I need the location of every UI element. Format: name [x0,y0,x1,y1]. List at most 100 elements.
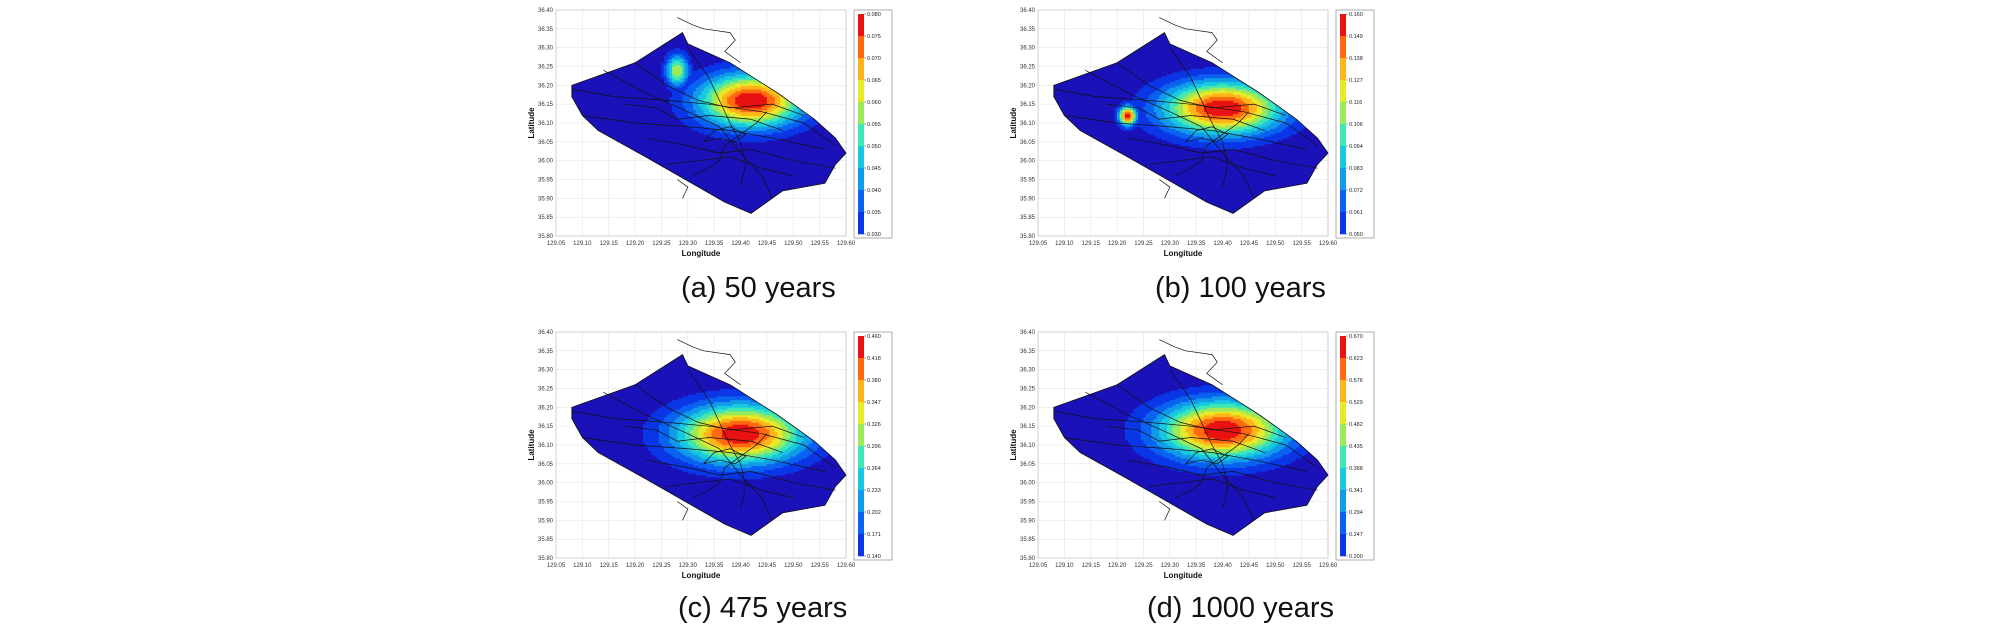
y-tick-label: 36.25 [538,65,554,71]
colorbar-swatch [1340,168,1346,191]
colorbar-label: 0.264 [867,466,881,472]
colorbar-swatch [1340,190,1346,213]
x-tick-label: 129.20 [626,563,645,569]
y-tick-label: 36.40 [538,330,554,336]
y-tick-label: 36.25 [1020,65,1036,71]
colorbar-swatch [858,190,864,213]
y-tick-label: 36.40 [538,8,554,14]
colorbar-label: 0.050 [867,144,881,150]
x-tick-label: 129.50 [1266,563,1285,569]
colorbar-label: 0.106 [1349,122,1363,128]
colorbar-swatch [1340,402,1346,425]
colorbar-swatch [858,14,864,37]
colorbar-label: 0.072 [1349,188,1363,194]
y-tick-label: 36.30 [538,46,554,52]
colorbar-swatch [858,124,864,147]
y-tick-label: 36.35 [1020,27,1036,33]
x-tick-label: 129.15 [600,563,619,569]
x-axis-label: Longitude [1164,571,1203,580]
x-tick-label: 129.20 [1108,241,1127,247]
colorbar-swatch [1340,336,1346,359]
colorbar-label: 0.127 [1349,78,1363,84]
colorbar-swatch [858,380,864,403]
colorbar-label: 0.060 [867,100,881,106]
colorbar-label: 0.061 [1349,210,1363,216]
x-tick-label: 129.25 [1134,563,1153,569]
colorbar-label: 0.247 [1349,532,1363,538]
colorbar-label: 0.030 [867,232,881,238]
y-tick-label: 36.15 [538,424,554,430]
y-tick-label: 35.95 [1020,178,1036,184]
caption-50-years: (a) 50 years [681,272,836,305]
y-tick-label: 35.90 [1020,196,1036,202]
y-tick-label: 36.25 [538,387,554,393]
hazard-map-1000-years: 129.05 129.10 129.15 129.20 129.25 129.30 129.… [1009,330,1375,580]
hazard-field [571,32,847,214]
y-tick-label: 35.80 [538,556,554,562]
x-tick-label: 129.05 [547,563,566,569]
y-tick-label: 36.15 [1020,424,1036,430]
x-axis-label: Longitude [682,249,721,258]
x-tick-label: 129.60 [1319,563,1338,569]
x-tick-label: 129.55 [1292,241,1311,247]
y-tick-label: 36.10 [1020,121,1036,127]
y-tick-label: 35.85 [1020,537,1036,543]
colorbar-label: 0.296 [867,444,881,450]
x-tick-label: 129.40 [731,563,750,569]
colorbar-swatch [858,146,864,169]
colorbar-label: 0.075 [867,34,881,40]
x-tick-label: 129.05 [547,241,566,247]
y-tick-label: 36.20 [538,405,554,411]
x-tick-label: 129.15 [600,241,619,247]
boundary-lines [571,339,847,536]
colorbar-label: 0.418 [867,356,881,362]
y-tick-label: 36.35 [1020,349,1036,355]
colorbar-label: 0.140 [867,554,881,560]
colorbar-label: 0.065 [867,78,881,84]
colorbar-label: 0.149 [1349,34,1363,40]
x-tick-label: 129.50 [784,241,803,247]
x-tick-label: 129.55 [810,241,829,247]
colorbar-swatch [1340,512,1346,535]
caption-1000-years: (d) 1000 years [1147,592,1334,625]
x-tick-label: 129.55 [1292,563,1311,569]
x-tick-label: 129.10 [573,241,592,247]
x-tick-label: 129.60 [837,241,856,247]
colorbar-label: 0.460 [867,334,881,340]
colorbar-label: 0.138 [1349,56,1363,62]
y-tick-label: 36.05 [538,140,554,146]
y-tick-label: 36.10 [1020,443,1036,449]
colorbar-swatch [858,512,864,535]
y-tick-label: 35.90 [1020,518,1036,524]
colorbar-label: 0.482 [1349,422,1363,428]
colorbar-swatch [1340,380,1346,403]
y-tick-label: 36.00 [1020,159,1036,165]
x-tick-label: 129.45 [1240,563,1259,569]
x-tick-label: 129.10 [1055,563,1074,569]
hazard-field [571,354,847,536]
colorbar-label: 0.094 [1349,144,1363,150]
y-tick-label: 36.15 [538,102,554,108]
y-tick-label: 36.00 [538,159,554,165]
x-tick-label: 129.30 [679,563,698,569]
hazard-map-475-years: 129.05 129.10 129.15 129.20 129.25 129.30 129.… [527,330,893,580]
y-tick-label: 35.80 [538,234,554,240]
x-tick-label: 129.30 [1161,241,1180,247]
x-tick-label: 129.40 [1213,563,1232,569]
y-tick-label: 36.20 [1020,83,1036,89]
colorbar-label: 0.529 [1349,400,1363,406]
colorbar-swatch [1340,58,1346,81]
colorbar: 0.670 0.623 0.576 0.529 0.482 0.435 0.388 0.341… [1335,331,1375,561]
x-tick-label: 129.45 [1240,241,1259,247]
y-tick-label: 35.95 [538,178,554,184]
y-tick-label: 36.00 [1020,481,1036,487]
colorbar-swatch [858,424,864,447]
boundary-lines [571,17,847,214]
colorbar-swatch [858,534,864,557]
colorbar-label: 0.435 [1349,444,1363,450]
colorbar-swatch [1340,212,1346,235]
x-tick-label: 129.20 [626,241,645,247]
y-tick-label: 36.00 [538,481,554,487]
colorbar-label: 0.200 [1349,554,1363,560]
x-tick-label: 129.15 [1082,563,1101,569]
